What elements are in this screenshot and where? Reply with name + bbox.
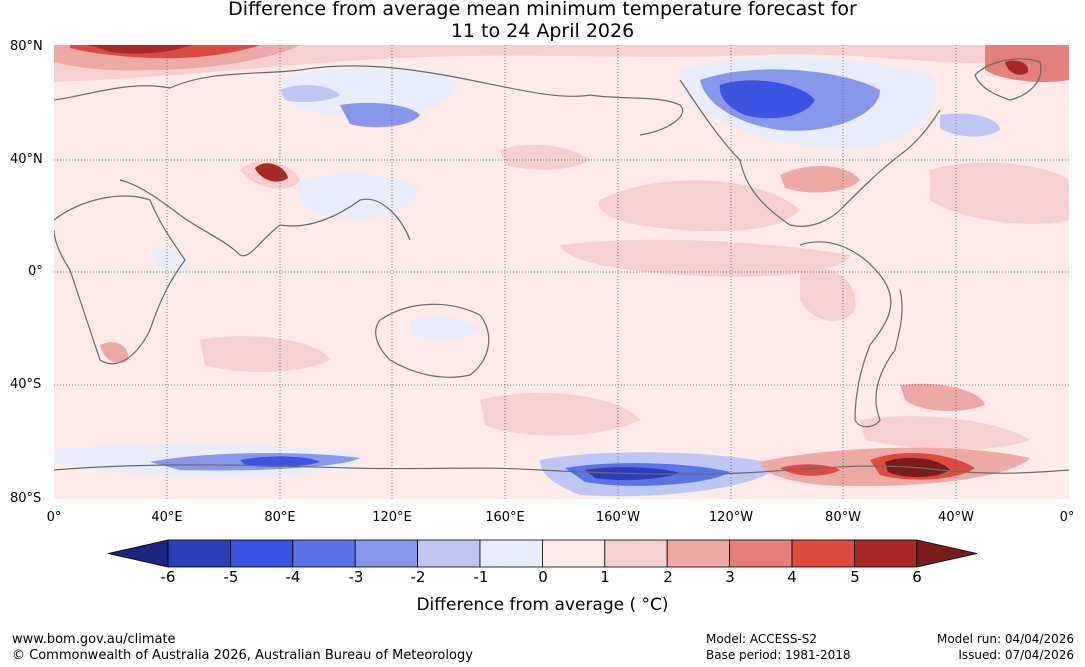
colorbar-tick: 1 [600, 568, 610, 586]
colorbar-tick: -4 [285, 568, 301, 586]
lat-label-80n: 80°N [10, 39, 43, 54]
lon-label-0-left: 0° [46, 510, 62, 525]
model-name: Model: ACCESS-S2 [706, 632, 818, 646]
colorbar-tick: 2 [663, 568, 673, 586]
lon-label-120e: 120°E [372, 510, 412, 525]
lon-label-80w: 80°W [825, 510, 861, 525]
north-america-cool-3 [719, 80, 815, 119]
africa-coast [54, 195, 186, 365]
colorbar-tick: 6 [912, 568, 922, 586]
antarctic-cool-core-2 [240, 456, 320, 467]
lon-label-80e: 80°E [264, 510, 296, 525]
us-warm [780, 165, 860, 193]
eurasia-cool-1 [280, 66, 457, 119]
colorbar-segment [354, 539, 419, 568]
chart-title-line-1: Difference from average mean minimum tem… [228, 0, 857, 20]
north-atlantic-cool [940, 113, 1000, 137]
issued-date: Issued: 07/04/2026 [958, 648, 1074, 662]
south-atlantic-warm [900, 383, 985, 412]
greenland-hot [1005, 60, 1029, 75]
copyright-text: © Commonwealth of Australia 2026, Austra… [12, 648, 473, 663]
lon-label-120w: 120°W [708, 510, 754, 525]
south-pacific-warm [480, 392, 640, 436]
south-america-warm [800, 267, 856, 321]
colorbar-tick: 3 [725, 568, 735, 586]
colorbar-segment [292, 539, 356, 568]
australia-coast [375, 303, 490, 378]
tropical-warm [560, 239, 850, 277]
lon-label-160w: 160°W [595, 510, 641, 525]
colorbar-tick: 5 [850, 568, 860, 586]
colorbar-tick: 0 [538, 568, 548, 586]
greenland-warm [985, 45, 1069, 82]
lon-label-0-right: 0° [1059, 510, 1075, 525]
antarctica-coast [54, 464, 1069, 475]
colorbar-extend-high [916, 539, 978, 568]
base-period: Base period: 1981-2018 [706, 648, 851, 662]
greenland-coast [974, 58, 1042, 101]
anomaly-fields [54, 45, 1069, 497]
lat-label-80s: 80°S [10, 491, 42, 506]
indian-ocean-warm [200, 336, 330, 372]
chart-title-line-2: 11 to 24 April 2026 [450, 20, 635, 42]
colorbar-segment [167, 539, 231, 568]
colorbar-segment [729, 539, 793, 568]
colorbar-segment [791, 539, 855, 568]
colorbar-segment [479, 539, 543, 568]
coastlines [54, 58, 1069, 475]
colorbar-segment [542, 539, 606, 568]
colorbar-segment [604, 539, 668, 568]
graticule [54, 45, 1069, 499]
colorbar-tick: -5 [223, 568, 239, 586]
arctic-warm-band [54, 45, 1069, 82]
colorbar-tick: 4 [787, 568, 797, 586]
colorbar-tick: -3 [348, 568, 364, 586]
colorbar-tick: -1 [473, 568, 489, 586]
colorbar-tick: -6 [160, 568, 176, 586]
model-run-date: Model run: 04/04/2026 [936, 632, 1074, 646]
colorbar-segment [854, 539, 918, 568]
lat-label-40n: 40°N [10, 152, 43, 167]
colorbar-extend-low [107, 539, 169, 568]
colorbar-segment [666, 539, 731, 568]
colorbar-segment [229, 539, 294, 568]
lon-label-160e: 160°E [485, 510, 525, 525]
colorbar-label: Difference from average ( °C) [416, 595, 669, 615]
south-america-coast [799, 241, 903, 428]
lon-label-40w: 40°W [938, 510, 974, 525]
australia-cool [410, 316, 480, 340]
lon-label-40e: 40°E [151, 510, 183, 525]
eurasia-cool-3 [280, 85, 340, 103]
east-africa-cool [150, 248, 189, 274]
eurasia-cool-2 [340, 102, 420, 128]
siberia-hot-core [90, 45, 190, 54]
atlantic-warm [930, 162, 1069, 224]
central-asia-cool [298, 174, 420, 219]
colorbar [107, 539, 978, 568]
colorbar-segment [417, 539, 481, 568]
north-america-coast [679, 79, 941, 227]
mexico-warm [599, 180, 800, 232]
south-atlantic-warm-2 [860, 416, 1030, 450]
lat-label-40s: 40°S [10, 377, 42, 392]
eurasia-coast [54, 65, 684, 257]
website-url[interactable]: www.bom.gov.au/climate [12, 632, 176, 647]
north-pacific-warm [500, 144, 590, 170]
colorbar-tick: -2 [410, 568, 426, 586]
south-africa-warm [100, 342, 129, 364]
lat-label-equator: 0° [28, 264, 43, 279]
